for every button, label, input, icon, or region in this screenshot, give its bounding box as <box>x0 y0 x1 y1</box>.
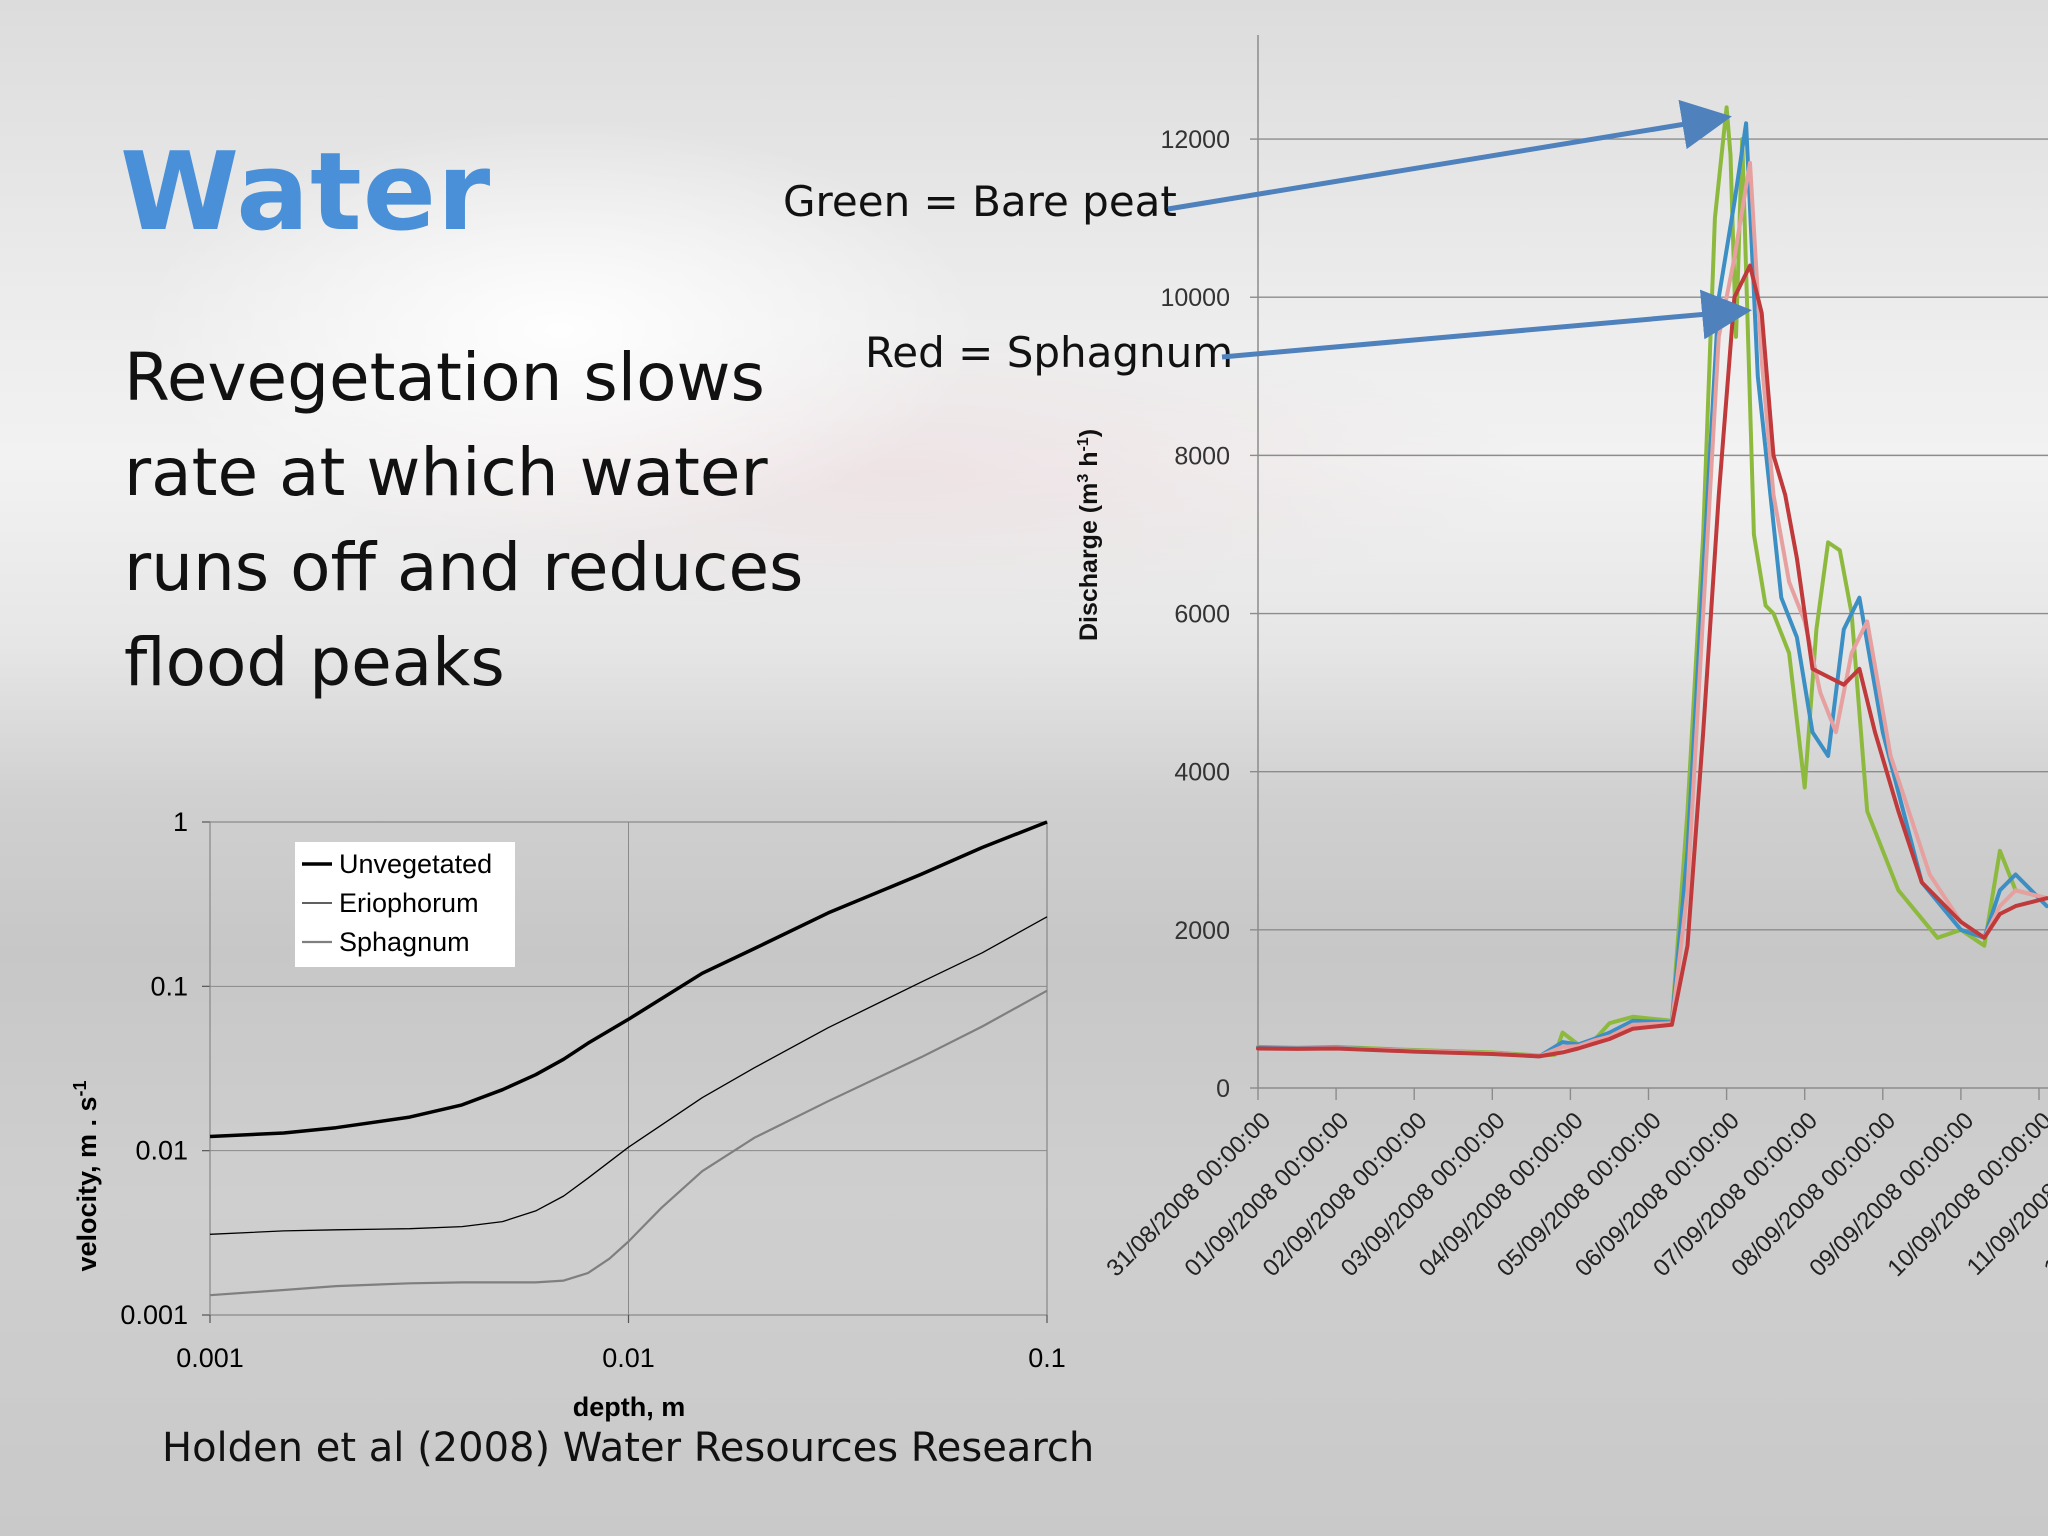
discharge-series-sphagnum-red <box>1256 263 2048 1059</box>
velocity-chart-ylabel-main: velocity, m . s <box>72 1096 102 1271</box>
discharge-ytick-label: 10000 <box>1160 284 1230 312</box>
discharge-ylabel-mid: h <box>1075 452 1103 474</box>
velocity-chart-ylabel-sup: -1 <box>70 1080 90 1096</box>
discharge-ytick-label: 4000 <box>1174 759 1230 787</box>
discharge-ytick-label: 0 <box>1216 1075 1230 1103</box>
legend-label-unvegetated: Unvegetated <box>339 849 492 879</box>
velocity-chart-lines <box>209 820 1048 1297</box>
discharge-ytick-label: 8000 <box>1174 442 1230 470</box>
discharge-ytick-label: 12000 <box>1160 126 1230 154</box>
velocity-depth-chart: 0.001 0.01 0.1 1 0.001 0.01 0.1 Unvegetated Eri… <box>70 807 1066 1422</box>
velocity-xtick-label: 0.01 <box>602 1343 655 1373</box>
velocity-ytick-label: 0.1 <box>150 971 188 1001</box>
velocity-xtick-label: 0.001 <box>176 1343 244 1373</box>
discharge-ytick-label: 2000 <box>1174 917 1230 945</box>
discharge-ylabel-sup2: -1 <box>1075 437 1092 451</box>
slide-body-text: Revegetation slows rate at which water r… <box>124 339 804 701</box>
velocity-series-unvegetated <box>209 820 1048 1139</box>
discharge-chart-ylabel: Discharge (m3 h-1) <box>1075 429 1103 641</box>
velocity-ytick-label: 0.001 <box>120 1300 188 1330</box>
legend-label-eriophorum: Eriophorum <box>339 888 479 918</box>
slide-title: Water <box>120 130 492 255</box>
discharge-series-blue <box>1256 121 2048 1059</box>
velocity-ytick-label: 1 <box>173 807 188 837</box>
velocity-series-eriophorum <box>209 916 1048 1235</box>
velocity-series-sphagnum <box>209 989 1048 1297</box>
velocity-chart-ticks: 0.001 0.01 0.1 1 0.001 0.01 0.1 <box>120 807 1065 1373</box>
discharge-series-bare-peat-green <box>1256 105 2048 1058</box>
velocity-chart-legend: Unvegetated Eriophorum Sphagnum <box>295 842 515 967</box>
citation-text: Holden et al (2008) Water Resources Rese… <box>162 1425 1095 1471</box>
velocity-chart-grid <box>202 821 1048 1323</box>
velocity-xtick-label: 0.1 <box>1028 1343 1066 1373</box>
velocity-ytick-label: 0.01 <box>135 1136 188 1166</box>
legend-label-sphagnum: Sphagnum <box>339 927 470 957</box>
discharge-ylabel-sup1: 3 <box>1075 474 1092 483</box>
discharge-chart-lines <box>1256 105 2048 1059</box>
discharge-ytick-label: 6000 <box>1174 601 1230 629</box>
discharge-ylabel-main: Discharge (m <box>1075 483 1103 641</box>
discharge-chart-grid <box>1250 35 2048 1100</box>
velocity-chart-ylabel: velocity, m . s-1 <box>70 1080 102 1271</box>
velocity-chart-xlabel: depth, m <box>573 1392 686 1422</box>
discharge-ylabel-end: ) <box>1075 429 1103 437</box>
